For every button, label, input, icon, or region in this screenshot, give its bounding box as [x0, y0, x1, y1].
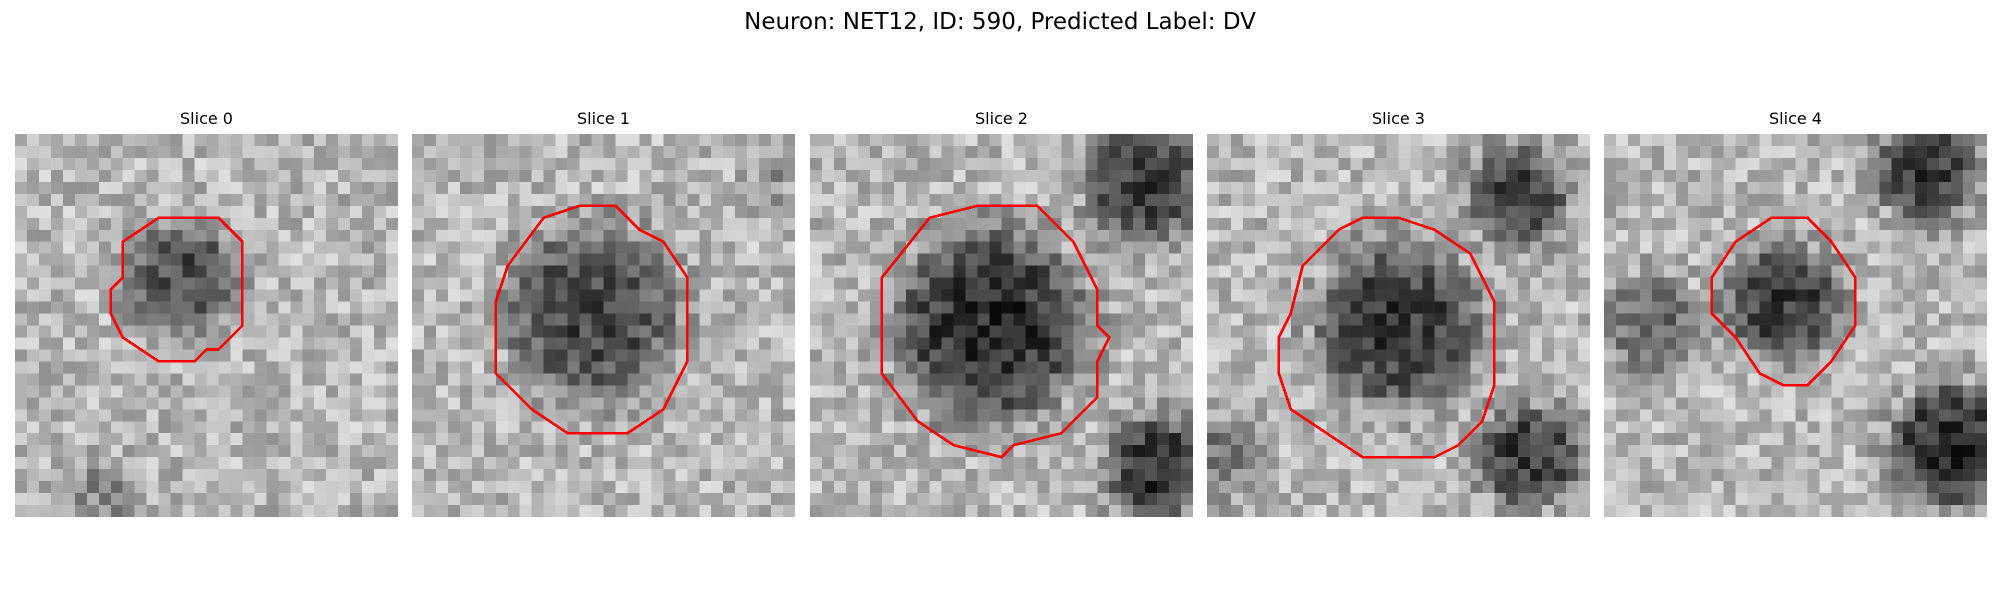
roi-contour-2 — [880, 204, 1111, 459]
slice-title-1: Slice 1 — [577, 109, 630, 128]
slice-title-3: Slice 3 — [1372, 109, 1425, 128]
slice-panel-0: Slice 0 — [15, 107, 398, 527]
slice-panel-1: Slice 1 — [412, 107, 795, 527]
slice-panel-4: Slice 4 — [1604, 107, 1987, 527]
slice-title-2: Slice 2 — [975, 109, 1028, 128]
roi-contour-0 — [109, 216, 244, 363]
slice-panel-2: Slice 2 — [810, 107, 1193, 527]
slice-image-3 — [1207, 134, 1590, 517]
slice-title-0: Slice 0 — [180, 109, 233, 128]
slice-image-4 — [1604, 134, 1987, 517]
slice-image-0 — [15, 134, 398, 517]
slice-panel-3: Slice 3 — [1207, 107, 1590, 527]
slice-title-4: Slice 4 — [1769, 109, 1822, 128]
slice-image-2 — [810, 134, 1193, 517]
roi-contour-1 — [494, 204, 689, 435]
figure-title: Neuron: NET12, ID: 590, Predicted Label:… — [744, 9, 1256, 35]
roi-contour-3 — [1277, 216, 1496, 459]
slice-image-1 — [412, 134, 795, 517]
roi-contour-4 — [1710, 216, 1857, 387]
